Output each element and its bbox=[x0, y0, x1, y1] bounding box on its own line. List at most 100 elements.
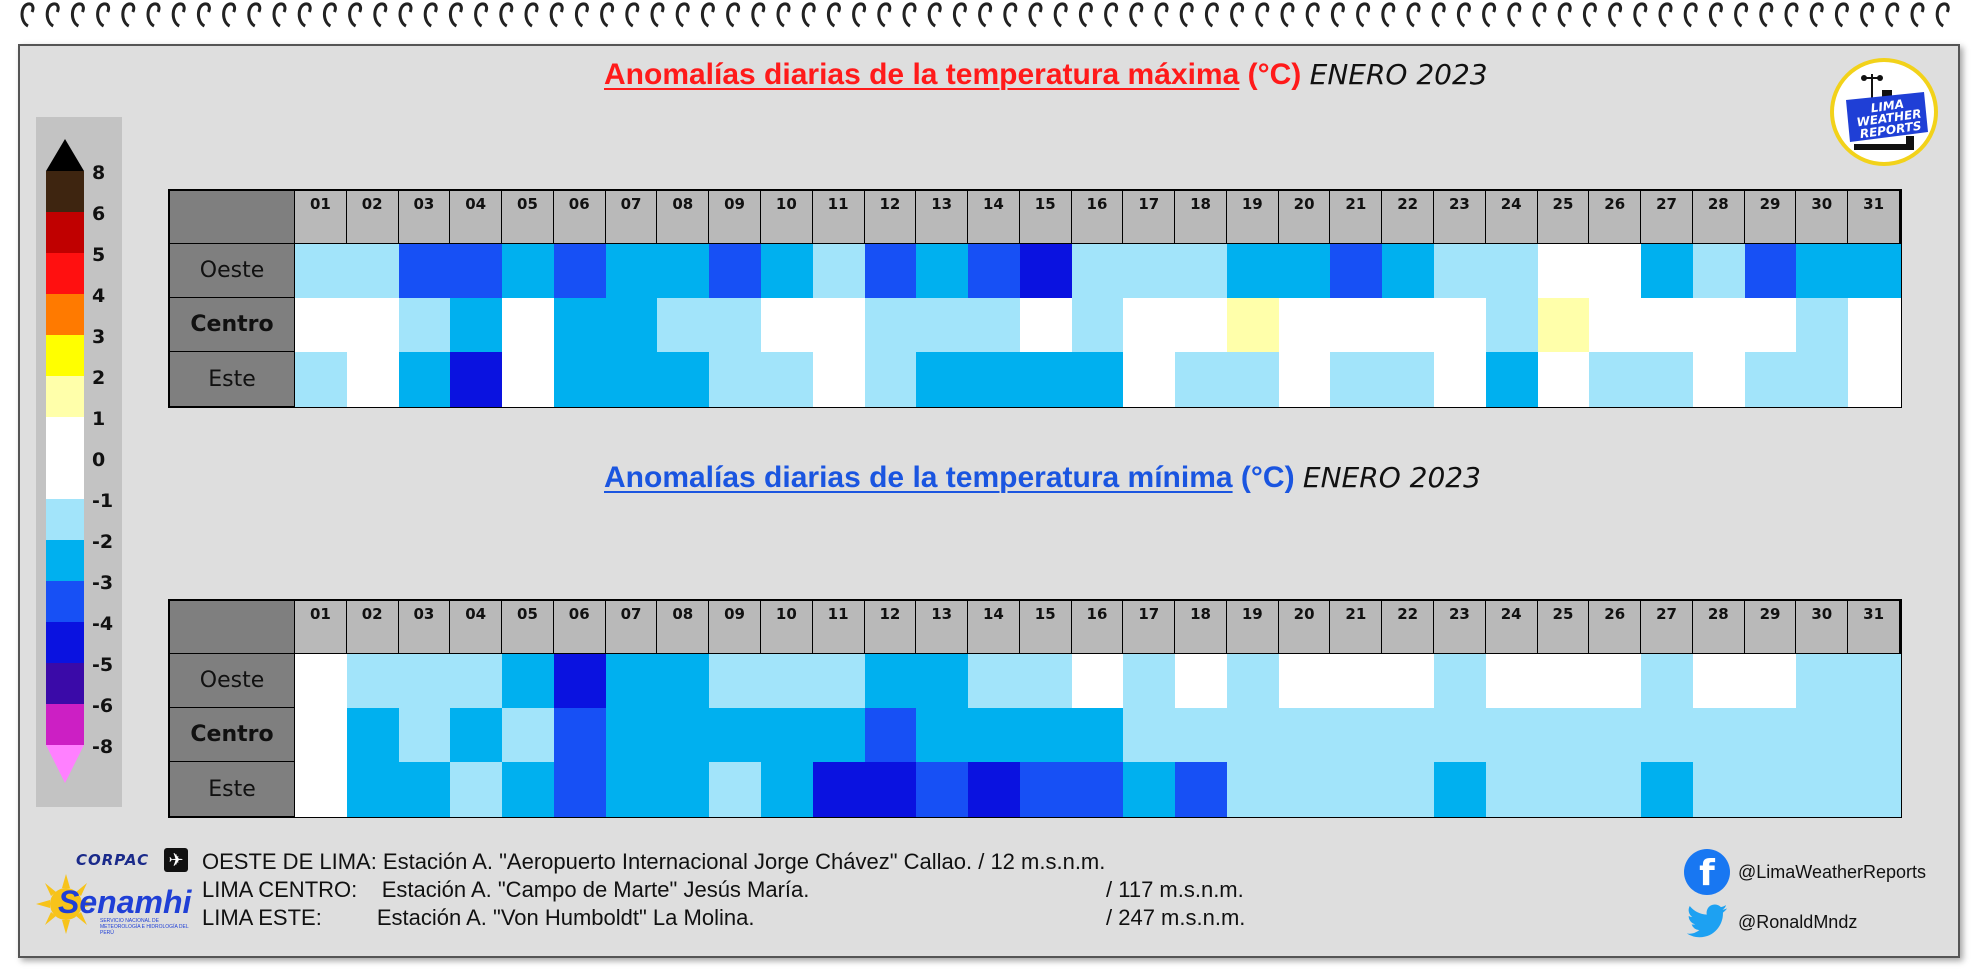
day-header: 29 bbox=[1744, 191, 1797, 244]
heatmap-cell bbox=[605, 762, 658, 817]
row-header: Oeste bbox=[170, 244, 295, 298]
heatmap-cell bbox=[398, 244, 451, 299]
heatmap-cell bbox=[864, 708, 917, 763]
title-max-unit: (°C) bbox=[1247, 58, 1302, 91]
heatmap-cell bbox=[1796, 298, 1849, 353]
heatmap-cell bbox=[1019, 298, 1073, 353]
heatmap-cell bbox=[1796, 762, 1849, 817]
heatmap-cell bbox=[1641, 762, 1694, 817]
binding-ring bbox=[348, 2, 363, 28]
heatmap-cell bbox=[605, 654, 658, 709]
heatmap-cell bbox=[657, 298, 710, 353]
heatmap-cell bbox=[1123, 298, 1176, 353]
day-header: 01 bbox=[295, 601, 347, 654]
title-min-main: Anomalías diarias de la temperatura míni… bbox=[604, 461, 1233, 494]
heatmap-cell bbox=[1019, 708, 1073, 763]
heatmap-cell bbox=[502, 298, 555, 353]
heatmap-cell bbox=[1175, 352, 1228, 407]
grid-corner bbox=[170, 601, 295, 654]
row-header: Centro bbox=[170, 708, 295, 762]
day-header: 03 bbox=[398, 191, 451, 244]
heatmap-cell bbox=[1330, 762, 1383, 817]
heatmap-cell bbox=[605, 708, 658, 763]
heatmap-cell bbox=[1641, 654, 1694, 709]
binding-ring bbox=[902, 2, 917, 28]
binding-ring bbox=[398, 2, 413, 28]
binding-ring bbox=[171, 2, 186, 28]
day-header: 04 bbox=[450, 601, 503, 654]
day-header: 24 bbox=[1485, 601, 1538, 654]
heatmap-cell bbox=[605, 244, 658, 299]
binding-ring bbox=[852, 2, 867, 28]
legend-label: 5 bbox=[92, 244, 105, 266]
day-header: 04 bbox=[450, 191, 503, 244]
heatmap-cell bbox=[1226, 654, 1280, 709]
binding-ring bbox=[1129, 2, 1144, 28]
heatmap-cell bbox=[1123, 654, 1176, 709]
heatmap-cell bbox=[1692, 298, 1746, 353]
day-header: 19 bbox=[1226, 601, 1279, 654]
heatmap-cell bbox=[657, 352, 710, 407]
day-header: 12 bbox=[864, 601, 917, 654]
binding-ring bbox=[1734, 2, 1749, 28]
heatmap-cell bbox=[1589, 708, 1642, 763]
binding-ring bbox=[726, 2, 741, 28]
binding-ring bbox=[700, 2, 715, 28]
heatmap-cell bbox=[1434, 244, 1487, 299]
heatmap-cell bbox=[295, 654, 348, 709]
facebook-handle[interactable]: @LimaWeatherReports bbox=[1738, 862, 1927, 882]
legend-label: -5 bbox=[92, 654, 113, 676]
twitter-handle[interactable]: @RonaldMndz bbox=[1738, 912, 1858, 932]
day-header: 11 bbox=[812, 191, 865, 244]
heatmap-cell bbox=[295, 762, 348, 817]
facebook-icon[interactable]: f bbox=[1684, 849, 1730, 895]
heatmap-cell bbox=[1589, 352, 1642, 407]
twitter-icon[interactable] bbox=[1682, 900, 1732, 944]
legend-bottom-arrow bbox=[46, 745, 84, 783]
corpac-logo: CORPAC bbox=[76, 851, 150, 869]
day-header: 19 bbox=[1226, 191, 1279, 244]
heatmap-cell bbox=[916, 762, 969, 817]
heatmap-cell bbox=[1744, 352, 1798, 407]
legend-label: 8 bbox=[92, 162, 105, 184]
row-header: Este bbox=[170, 352, 295, 406]
heatmap-cell bbox=[1848, 708, 1901, 763]
heatmap-cell bbox=[968, 654, 1021, 709]
heatmap-cell bbox=[1692, 352, 1746, 407]
day-header: 29 bbox=[1744, 601, 1797, 654]
day-header: 24 bbox=[1485, 191, 1538, 244]
heatmap-cell bbox=[968, 298, 1021, 353]
heatmap-cell bbox=[1226, 352, 1280, 407]
heatmap-cell bbox=[1071, 654, 1124, 709]
heatmap-cell bbox=[1278, 244, 1332, 299]
heatmap-cell bbox=[1382, 244, 1435, 299]
heatmap-cell bbox=[295, 352, 348, 407]
binding-ring bbox=[45, 2, 60, 28]
heatmap-cell bbox=[346, 352, 400, 407]
heatmap-cell bbox=[812, 708, 866, 763]
lima-weather-reports-logo: LIMA WEATHER REPORTS bbox=[1830, 58, 1938, 166]
heatmap-cell bbox=[1019, 762, 1073, 817]
heatmap-cell bbox=[1485, 762, 1539, 817]
heatmap-cell bbox=[1796, 654, 1849, 709]
heatmap-cell bbox=[916, 244, 969, 299]
title-max-main: Anomalías diarias de la temperatura máxi… bbox=[604, 58, 1240, 91]
day-header: 25 bbox=[1537, 191, 1590, 244]
heatmap-cell bbox=[1434, 762, 1487, 817]
heatmap-cell bbox=[1848, 244, 1901, 299]
heatmap-cell bbox=[657, 762, 710, 817]
heatmap-cell bbox=[1382, 352, 1435, 407]
heatmap-cell bbox=[709, 352, 762, 407]
binding-ring bbox=[70, 2, 85, 28]
heatmap-cell bbox=[1589, 654, 1642, 709]
binding-ring bbox=[247, 2, 262, 28]
heatmap-cell bbox=[812, 244, 866, 299]
day-header: 26 bbox=[1589, 601, 1642, 654]
heatmap-cell bbox=[1071, 244, 1124, 299]
day-header: 17 bbox=[1123, 191, 1176, 244]
heatmap-cell bbox=[760, 244, 814, 299]
binding-ring bbox=[146, 2, 161, 28]
weather-station-icon bbox=[1846, 74, 1928, 150]
binding-ring bbox=[1456, 2, 1471, 28]
binding-ring bbox=[222, 2, 237, 28]
